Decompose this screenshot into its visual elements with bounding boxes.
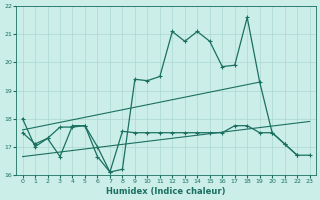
X-axis label: Humidex (Indice chaleur): Humidex (Indice chaleur) xyxy=(106,187,226,196)
